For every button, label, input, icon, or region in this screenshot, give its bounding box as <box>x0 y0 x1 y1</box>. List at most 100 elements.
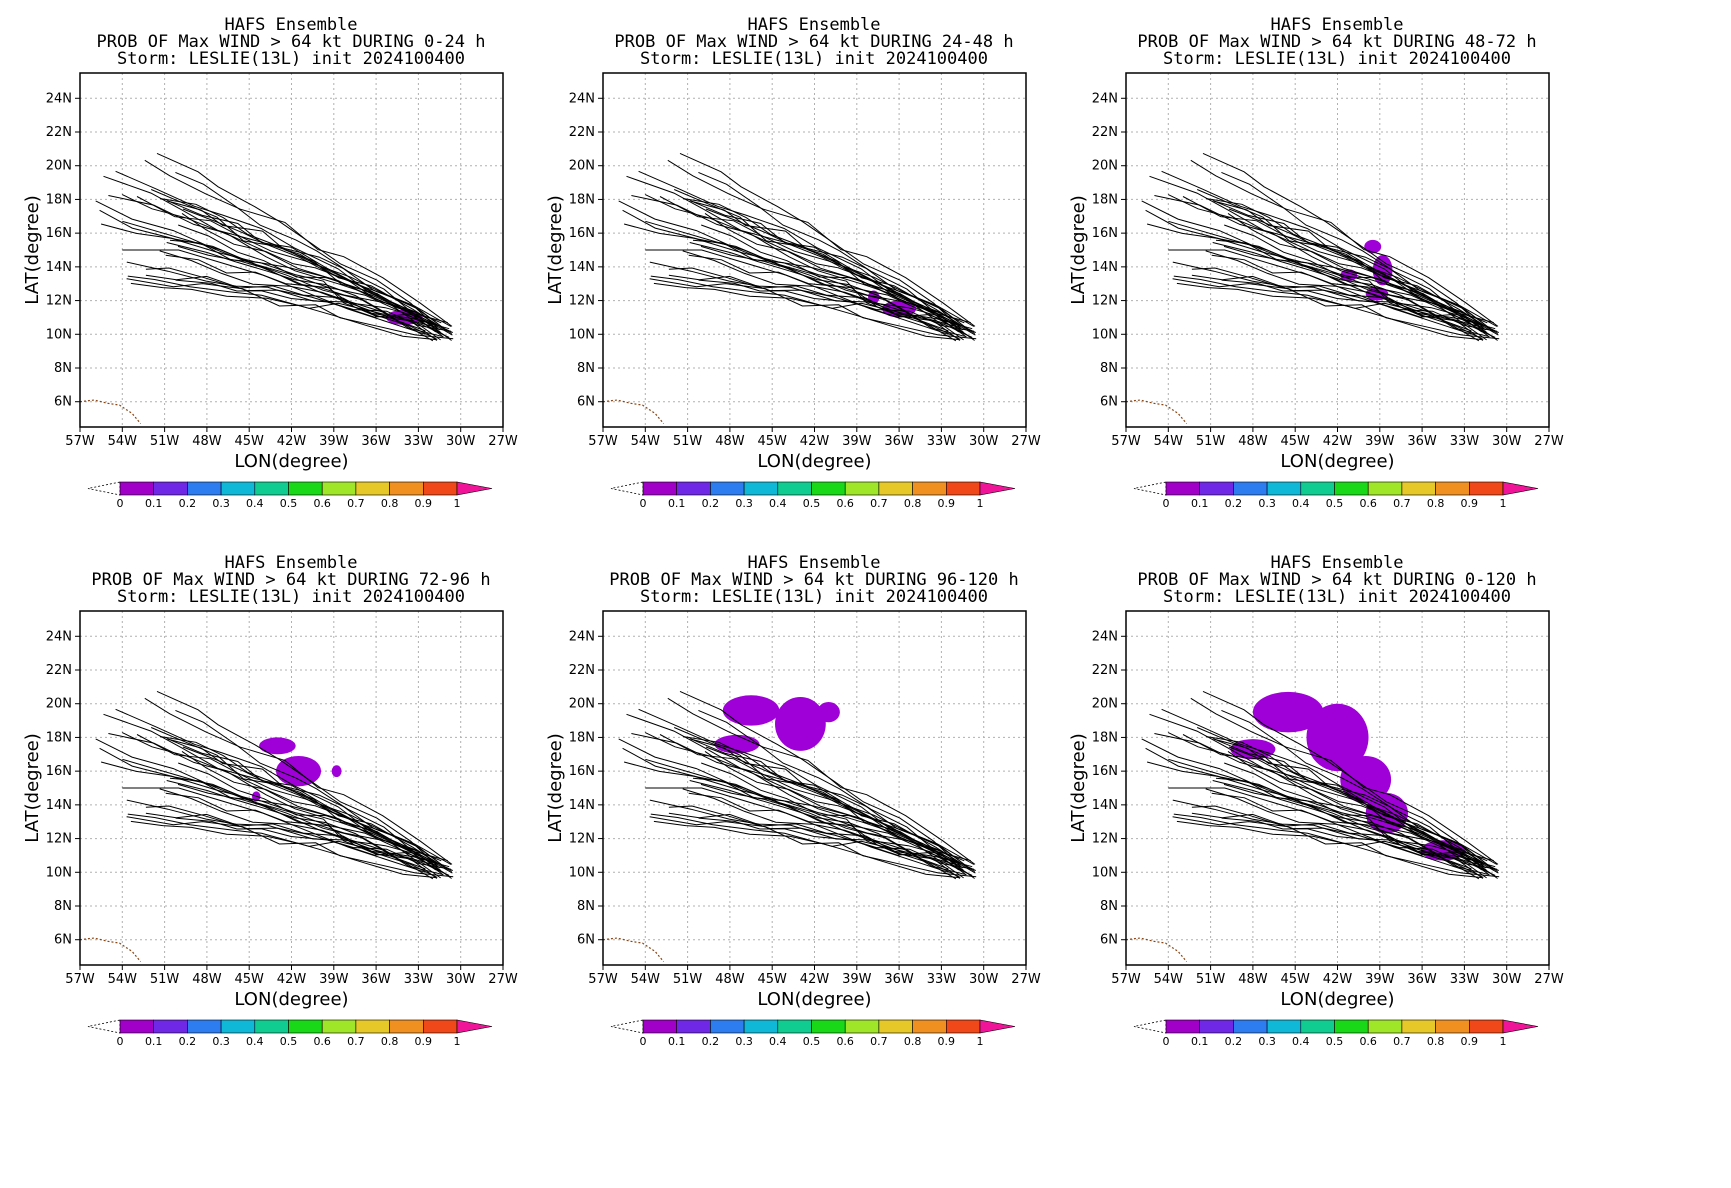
ensemble-track <box>1228 746 1490 876</box>
colorbar-segment <box>777 481 812 496</box>
colorbar-under-arrow <box>87 1019 121 1034</box>
lat-tick-label: 10N <box>1092 865 1118 880</box>
ensemble-track <box>182 208 444 338</box>
colorbar-segment <box>676 1019 711 1034</box>
lon-tick-label: 42W <box>1323 972 1353 987</box>
colorbar-label: 0 <box>117 497 124 510</box>
lon-tick-label: 33W <box>927 434 957 449</box>
colorbar-label: 0.6 <box>313 1035 331 1048</box>
ensemble-track <box>682 250 967 338</box>
colorbar-label: 0.7 <box>347 497 365 510</box>
lon-tick-label: 48W <box>715 972 745 987</box>
probability-region <box>1306 703 1369 772</box>
ensemble-track <box>100 223 448 324</box>
ensemble-track <box>689 737 971 870</box>
probability-region <box>1364 239 1382 254</box>
lat-tick-label: 22N <box>46 125 72 140</box>
lat-tick-label: 22N <box>569 125 595 140</box>
ensemble-track <box>144 697 453 865</box>
coastline <box>1126 399 1188 425</box>
lat-tick-label: 18N <box>46 192 72 207</box>
x-axis-label: LON(degree) <box>234 989 348 1010</box>
colorbar-over-arrow <box>979 1019 1016 1034</box>
ensemble-track <box>122 249 426 335</box>
colorbar-label: 0.8 <box>1427 1035 1445 1048</box>
probability-region <box>259 737 296 755</box>
ensemble-track <box>99 209 445 336</box>
colorbar-segment <box>153 1019 188 1034</box>
colorbar-label: 0.6 <box>1359 1035 1377 1048</box>
colorbar-segment <box>1334 1019 1369 1034</box>
plot-area <box>80 73 503 427</box>
ensemble-track <box>1146 223 1494 324</box>
ensemble-track <box>700 783 961 879</box>
colorbar-label: 0.3 <box>735 1035 753 1048</box>
ensemble-track <box>653 282 960 341</box>
lat-tick-label: 20N <box>46 697 72 712</box>
lon-tick-label: 57W <box>588 972 618 987</box>
colorbar-segment <box>1401 481 1436 496</box>
ensemble-track <box>145 267 437 328</box>
lat-tick-label: 16N <box>1092 226 1118 241</box>
plot-area <box>80 611 503 965</box>
plot-area <box>603 611 1026 965</box>
lat-tick-label: 14N <box>569 798 595 813</box>
colorbar-segment <box>1165 1019 1201 1034</box>
y-axis-label: LAT(degree) <box>1068 733 1089 842</box>
colorbar: 0 0.1 0.2 0.3 0.4 0.5 0.6 0.7 0.8 0.9 1 <box>1133 1019 1539 1048</box>
ensemble-track <box>622 747 968 874</box>
lat-tick-label: 22N <box>46 663 72 678</box>
lat-tick-label: 18N <box>569 192 595 207</box>
ensemble-track <box>705 208 967 338</box>
ensemble-track <box>1168 249 1472 335</box>
ensemble-track <box>1202 690 1486 869</box>
colorbar-label: 0.5 <box>280 497 298 510</box>
lon-tick-label: 45W <box>757 972 787 987</box>
colorbar-label: 0.1 <box>1191 1035 1209 1048</box>
lon-tick-label: 48W <box>1238 434 1268 449</box>
probability-region <box>722 695 780 726</box>
title-period: PROB OF Max WIND > 64 kt DURING 0-120 h <box>1137 570 1536 590</box>
colorbar-label: 0.5 <box>280 1035 298 1048</box>
y-axis-label: LAT(degree) <box>545 195 566 304</box>
ensemble-track <box>650 275 973 330</box>
colorbar-segment <box>321 1019 357 1034</box>
title-line1: HAFS Ensemble <box>1270 553 1403 573</box>
colorbar-label: 0.9 <box>1461 497 1479 510</box>
lon-tick-label: 54W <box>1154 972 1184 987</box>
lat-tick-label: 8N <box>1100 361 1118 376</box>
colorbar-segment <box>1367 481 1403 496</box>
colorbar-segment <box>811 481 846 496</box>
ensemble-track <box>130 820 437 879</box>
colorbar-segment <box>1266 481 1302 496</box>
lon-tick-label: 54W <box>1154 434 1184 449</box>
ensemble-track <box>115 708 441 869</box>
lat-tick-label: 16N <box>1092 764 1118 779</box>
colorbar-label: 0.4 <box>246 497 264 510</box>
colorbar-label: 0.1 <box>145 497 163 510</box>
colorbar-label: 0.2 <box>179 1035 197 1048</box>
lat-tick-label: 18N <box>46 730 72 745</box>
colorbar-label: 0.7 <box>870 497 888 510</box>
ensemble-track <box>1172 799 1500 872</box>
lat-tick-label: 20N <box>569 697 595 712</box>
colorbar-segment <box>676 481 711 496</box>
colorbar-under-arrow <box>610 481 644 496</box>
ensemble-track <box>1168 787 1472 873</box>
coastline <box>603 937 665 963</box>
lon-tick-label: 57W <box>1111 434 1141 449</box>
lon-tick-label: 36W <box>361 972 391 987</box>
colorbar-segment <box>642 1019 678 1034</box>
ensemble-track <box>127 275 450 330</box>
lon-tick-label: 39W <box>842 972 872 987</box>
lon-tick-label: 57W <box>65 972 95 987</box>
colorbar-label: 0.9 <box>938 497 956 510</box>
colorbar-segment <box>422 481 458 496</box>
colorbar-label: 0 <box>1163 1035 1170 1048</box>
